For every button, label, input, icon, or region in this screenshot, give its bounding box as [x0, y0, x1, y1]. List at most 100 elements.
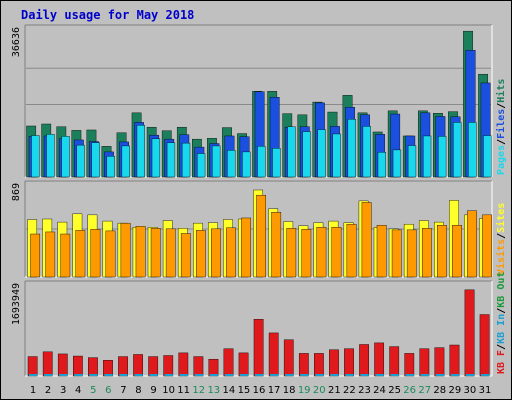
kbin-bar: [270, 374, 279, 376]
pages-bar: [317, 129, 326, 178]
kbf-bar: [238, 352, 249, 377]
kbin-bar: [375, 374, 384, 376]
kbf-bar: [208, 358, 219, 377]
kbin-bar: [149, 374, 158, 376]
day-label: 2: [45, 385, 51, 396]
day-label: 23: [358, 385, 371, 396]
sites-bar: [331, 227, 342, 278]
kbin-bar: [450, 374, 460, 376]
kbf-bar: [419, 348, 430, 377]
kbf-bar: [329, 349, 339, 377]
kbf-bar: [389, 346, 400, 377]
panel-0-legend: Pages/Files/Hits: [495, 79, 507, 175]
kbf-bar: [464, 289, 475, 377]
sites-bar: [120, 222, 131, 278]
day-label: 4: [75, 385, 81, 396]
pages-bar: [227, 150, 236, 178]
day-label: 1: [30, 385, 36, 396]
kbin-bar: [194, 374, 204, 376]
kbf-bar: [434, 347, 445, 377]
kbf-bar: [178, 352, 189, 377]
kbin-bar: [480, 374, 490, 376]
pages-bar: [438, 136, 447, 178]
kbf-bar: [193, 356, 204, 377]
day-label: 10: [162, 385, 175, 396]
sites-bar: [105, 230, 116, 278]
kbf-bar: [283, 339, 294, 377]
legend-entry: Files: [495, 109, 507, 139]
pages-bar: [136, 124, 145, 178]
kbin-bar: [164, 374, 173, 376]
kbin-bar: [315, 374, 324, 376]
pages-bar: [61, 136, 70, 178]
pages-bar: [392, 149, 402, 178]
sites-bar: [271, 212, 282, 278]
kbf-bar: [253, 319, 264, 377]
day-label: 29: [448, 385, 461, 396]
day-label: 12: [192, 385, 205, 396]
kbin-bar: [285, 374, 294, 376]
day-label: 22: [343, 385, 356, 396]
sites-bar: [45, 231, 56, 278]
pages-bar: [31, 135, 40, 178]
kbf-bar: [298, 353, 309, 377]
sites-bar: [391, 229, 402, 278]
kbin-bar: [345, 374, 354, 376]
legend-entry: /: [496, 103, 507, 109]
kbin-bar: [119, 374, 128, 376]
sites-bar: [286, 228, 297, 278]
pages-bar: [181, 142, 191, 178]
sites-bar: [90, 229, 101, 278]
kbf-bar: [148, 356, 159, 377]
kbf-bar: [479, 314, 490, 377]
legend-entry: /: [496, 308, 507, 314]
day-label: 31: [479, 385, 492, 396]
kbin-bar: [239, 374, 249, 376]
sites-bar: [150, 228, 161, 278]
day-label: 27: [418, 385, 431, 396]
sites-bar: [316, 227, 327, 278]
day-label: 25: [388, 385, 401, 396]
sites-bar: [376, 225, 387, 278]
day-label: 17: [268, 385, 281, 396]
panel-1-legend: Visits/Sites: [495, 203, 507, 275]
day-label: 8: [135, 385, 141, 396]
day-label: 19: [298, 385, 311, 396]
pages-bar: [407, 145, 417, 178]
legend-entry: Visits: [495, 239, 507, 275]
kbf-bar: [163, 355, 174, 377]
kbin-bar: [104, 374, 113, 376]
day-label: 20: [313, 385, 326, 396]
day-label: 11: [177, 385, 190, 396]
pages-bar: [468, 122, 477, 178]
pages-bar: [151, 138, 161, 178]
pages-bar: [453, 122, 462, 178]
day-label: 7: [120, 385, 126, 396]
day-label: 16: [253, 385, 266, 396]
day-label: 26: [403, 385, 416, 396]
legend-entry: /: [496, 344, 507, 350]
pages-bar: [483, 135, 492, 178]
sites-bar: [361, 202, 372, 278]
day-label: 28: [433, 385, 446, 396]
kbin-bar: [300, 374, 309, 376]
panel-2-legend: KB F/KB In/KB Out: [496, 272, 507, 374]
day-label: 3: [60, 385, 66, 396]
pages-bar: [166, 142, 176, 178]
kbin-bar: [59, 374, 68, 376]
sites-bar: [421, 228, 432, 278]
sites-bar: [165, 228, 176, 278]
legend-entry: /: [496, 139, 507, 145]
kbf-bar: [449, 344, 460, 377]
day-label: 6: [105, 385, 111, 396]
kbin-bar: [209, 374, 219, 376]
pages-bar: [362, 126, 371, 178]
kbf-bar: [103, 360, 113, 377]
panel-1-ymax-label: 869: [11, 183, 22, 201]
day-label: 24: [373, 385, 386, 396]
kbin-bar: [435, 374, 445, 376]
kbin-bar: [29, 374, 38, 376]
sites-bar: [256, 194, 267, 278]
panel-0-ymax-label: 36636: [11, 27, 22, 57]
